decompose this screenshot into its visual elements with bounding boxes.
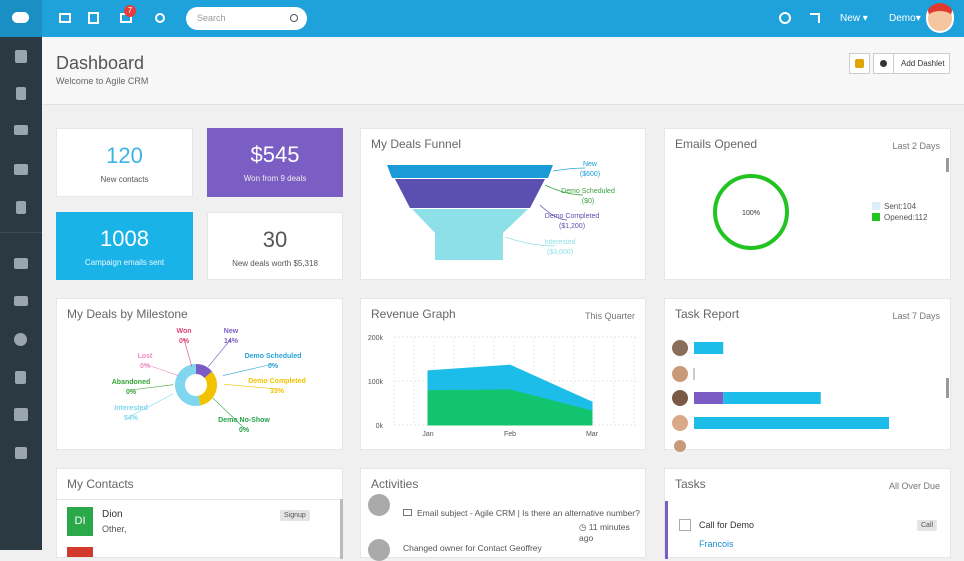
panel-period: All Over Due (888, 481, 940, 491)
page-subtitle: Welcome to Agile CRM (56, 76, 149, 86)
nav-icon[interactable] (15, 50, 27, 63)
revenue-panel: Revenue Graph This Quarter (360, 298, 646, 450)
page-header: Dashboard Welcome to Agile CRM Add Dashl… (42, 37, 964, 105)
emails-panel: Emails Opened Last 2 Days (664, 128, 951, 280)
task-name: Call for Demo (699, 520, 755, 530)
panel-title: Activities (371, 477, 419, 491)
panel-title: Task Report (675, 307, 740, 321)
stat-label: New contacts (100, 175, 149, 184)
stat-label: New deals worth $5,318 (232, 259, 318, 268)
panel-period: This Quarter (584, 311, 635, 321)
stat-value: 30 (262, 227, 288, 252)
contact-company: Other, (102, 524, 127, 534)
logo[interactable] (0, 0, 42, 37)
user-menu-label: Demo (889, 13, 916, 24)
contacts-panel: My Contacts DI Dion Other, Signup (56, 468, 343, 559)
funnel-panel: My Deals Funnel (360, 128, 646, 280)
fullscreen-icon[interactable] (810, 13, 820, 23)
panel-period: Last 2 Days (892, 141, 940, 151)
stat-value: 120 (106, 143, 143, 168)
stat-value: $545 (250, 142, 300, 167)
stat-card: 30 New deals worth $5,318 (207, 212, 343, 280)
page-title: Dashboard (56, 53, 145, 73)
add-dashlet-button[interactable]: Add Dashlet (873, 53, 950, 74)
search-box[interactable]: Search (186, 7, 307, 30)
separator (0, 232, 42, 233)
nav-icon[interactable] (15, 447, 27, 459)
stat-value: 1008 (100, 226, 149, 251)
calendar-icon[interactable] (88, 12, 99, 24)
panel-title: My Deals by Milestone (67, 307, 188, 321)
contacts-icon[interactable] (59, 13, 71, 23)
task-checkbox[interactable] (679, 519, 691, 531)
nav-icon[interactable] (14, 296, 28, 306)
activities-panel: Activities Email subject - Agile CRM | I… (360, 468, 646, 561)
nav-icon[interactable] (15, 371, 26, 384)
nav-icon[interactable] (14, 408, 28, 421)
new-menu-label: New (840, 13, 861, 24)
new-menu[interactable]: New ▾ (840, 13, 868, 24)
stat-card: 120 New contacts (56, 128, 193, 197)
nav-icon[interactable] (14, 333, 27, 346)
task-owner[interactable]: Francois (699, 539, 734, 549)
panel-title: Revenue Graph (371, 307, 456, 321)
panel-title: Tasks (675, 477, 706, 491)
activity-text: Changed owner for Contact Geoffrey (403, 543, 542, 553)
nav-icon[interactable] (14, 125, 28, 135)
task-type: Call (917, 520, 938, 531)
theme-button[interactable] (849, 53, 870, 74)
activity-time: ◷ 11 minutes ago (579, 522, 630, 543)
task-report-panel: Task Report Last 7 Days (664, 298, 951, 450)
top-bar: 7 Search New ▾ Demo▾ (0, 0, 964, 37)
activity-text: Email subject - Agile CRM | Is there an … (417, 508, 640, 518)
notification-badge: 7 (124, 5, 136, 17)
nav-icon[interactable] (16, 87, 26, 100)
search-placeholder: Search (197, 13, 226, 23)
history-icon[interactable] (155, 13, 165, 23)
stat-card: $545 Won from 9 deals (207, 128, 343, 197)
panel-title: Emails Opened (675, 137, 758, 151)
panel-title: My Deals Funnel (371, 137, 462, 151)
stat-label: Won from 9 deals (243, 174, 307, 183)
stat-card: 1008 Campaign emails sent (56, 212, 193, 280)
milestone-panel: My Deals by Milestone (56, 298, 343, 450)
contact-avatar: DI (67, 507, 93, 536)
contact-name[interactable]: Dion (102, 509, 123, 520)
nav-icon[interactable] (16, 201, 26, 214)
user-menu[interactable]: Demo▾ (889, 13, 921, 24)
user-avatar[interactable] (926, 3, 954, 33)
add-dashlet-label: Add Dashlet (901, 59, 945, 68)
nav-icon[interactable] (14, 258, 28, 269)
panel-period: Last 7 Days (892, 311, 940, 321)
contact-tag: Signup (280, 510, 310, 521)
help-icon[interactable] (779, 12, 791, 24)
stat-label: Campaign emails sent (84, 258, 165, 267)
tasks-panel: Tasks All Over Due Call for Demo Call Fra… (664, 468, 951, 559)
panel-title: My Contacts (67, 477, 134, 491)
activity-time-label: 11 minutes ago (579, 522, 630, 543)
sidebar (0, 37, 42, 550)
nav-icon[interactable] (14, 164, 28, 175)
